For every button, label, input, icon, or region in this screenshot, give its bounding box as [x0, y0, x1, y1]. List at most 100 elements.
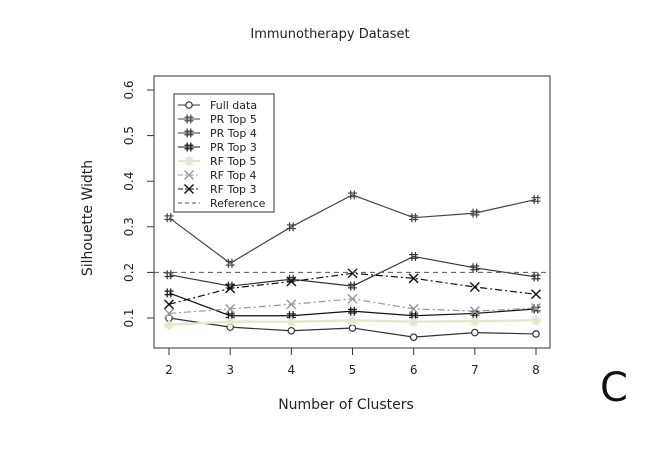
- legend-rf-top-4-label: RF Top 4: [210, 169, 257, 182]
- series-full-data-point: [287, 326, 296, 335]
- series-rf-top-5-marker-stroke: [164, 320, 174, 330]
- series-pr-top-5-point: [409, 213, 419, 223]
- x-tick-label: 6: [410, 363, 418, 377]
- series-pr-top-3-point: [348, 306, 357, 316]
- x-axis-label: Number of Clusters: [278, 397, 414, 413]
- series-rf-top-3-marker-stroke: [408, 273, 419, 284]
- series-rf-top-3-point: [347, 268, 358, 279]
- legend-pr-top-3-label: PR Top 3: [210, 141, 257, 154]
- legend-pr-top-3-point: [184, 142, 194, 152]
- series-pr-top-5-point: [348, 190, 357, 200]
- series-rf-top-5-marker-stroke: [225, 317, 235, 326]
- series-full-data-point: [348, 324, 357, 332]
- series-pr-top-5-point: [286, 222, 296, 232]
- legend-full-data-label: Full data: [210, 99, 257, 112]
- chart-title: Immunotherapy Dataset: [250, 27, 409, 42]
- legend-full-data: Full data: [178, 99, 257, 112]
- series-full-data-marker: [348, 324, 357, 332]
- x-tick-label: 2: [165, 363, 173, 377]
- y-tick-label: 0.4: [122, 172, 136, 191]
- y-axis-label: Silhouette Width: [80, 160, 96, 276]
- legend-pr-top-4: PR Top 4: [178, 127, 257, 140]
- series-rf-top-4-point: [347, 293, 358, 304]
- y-tick-label: 0.1: [122, 308, 136, 327]
- series-full-data-marker: [409, 333, 418, 341]
- panel-letter: C: [600, 365, 628, 411]
- legend-rf-top-5-marker-stroke: [184, 156, 194, 166]
- series-rf-top-3-point: [531, 289, 541, 300]
- legend-pr-top-5-point: [184, 114, 194, 124]
- legend-pr-top-4-label: PR Top 4: [210, 127, 257, 140]
- series-layer: [154, 190, 550, 341]
- series-rf-top-3-point: [286, 276, 297, 287]
- series-rf-top-4-point: [164, 308, 174, 319]
- series-full-data-point: [532, 330, 540, 338]
- series-full-data-marker: [287, 326, 296, 335]
- series-rf-top-5-point: [164, 319, 174, 330]
- series-rf-top-4-marker-stroke: [469, 306, 480, 317]
- series-full-data-point: [409, 333, 418, 341]
- legend-reference-label: Reference: [210, 197, 266, 210]
- y-tick-label: 0.5: [122, 126, 136, 145]
- series-rf-top-4-marker-stroke: [347, 293, 358, 304]
- series-pr-top-5-point: [164, 213, 174, 223]
- series-rf-top-3-point: [469, 281, 480, 292]
- y-tick-label: 0.2: [122, 263, 136, 282]
- legend-full-data-marker: [185, 101, 193, 109]
- series-rf-top-4-marker-stroke: [531, 302, 541, 313]
- series-rf-top-3-marker-stroke: [469, 281, 480, 292]
- legend-reference: Reference: [178, 197, 266, 210]
- legend-pr-top-5: PR Top 5: [178, 113, 257, 126]
- series-pr-top-4-point: [470, 263, 480, 273]
- legend-rf-top-4-marker-stroke: [184, 170, 194, 180]
- series-rf-top-5-point: [225, 316, 236, 327]
- legend-full-data-point: [185, 101, 193, 109]
- x-tick-label: 4: [288, 363, 296, 377]
- axes: 2 3 4 5 6 7 8 0.1 0.2 0.3 0.4 0.5 0.6: [122, 80, 540, 377]
- series-rf-top-3: [164, 268, 541, 310]
- series-rf-top-4-marker-stroke: [164, 308, 174, 319]
- legend-rf-top-3-point: [184, 184, 194, 194]
- legend-rf-top-3: RF Top 3: [178, 183, 257, 196]
- legend-rf-top-4: RF Top 4: [178, 169, 257, 182]
- legend-rf-top-4-point: [184, 170, 194, 180]
- legend-rf-top-5-point: [184, 156, 194, 166]
- series-rf-top-4-point: [531, 302, 541, 313]
- legend-pr-top-3: PR Top 3: [178, 141, 257, 154]
- series-rf-top-4-point: [408, 303, 419, 314]
- series-rf-top-4: [164, 293, 541, 319]
- series-rf-top-5-point: [286, 316, 297, 327]
- x-tick-label: 3: [226, 363, 234, 377]
- series-full-data-marker: [471, 328, 479, 337]
- series-pr-top-4: [164, 251, 541, 291]
- legend-rf-top-3-label: RF Top 3: [210, 183, 257, 196]
- series-rf-top-3-marker-stroke: [225, 283, 236, 294]
- series-rf-top-3-point: [164, 299, 174, 310]
- series-pr-top-4-point: [348, 281, 357, 291]
- series-rf-top-5-marker-stroke: [348, 316, 357, 325]
- series-rf-top-3-point: [225, 283, 236, 294]
- series-full-data: [165, 314, 540, 341]
- x-tick-label: 8: [532, 363, 540, 377]
- legend-rf-top-5-label: RF Top 5: [210, 155, 257, 168]
- series-pr-top-4-line: [168, 255, 537, 287]
- series-rf-top-4-marker-stroke: [225, 303, 236, 314]
- series-rf-top-4-point: [225, 303, 236, 314]
- series-rf-top-5-marker-stroke: [470, 316, 480, 326]
- series-rf-top-3-point: [408, 273, 419, 284]
- legend-rf-top-5: RF Top 5: [178, 155, 257, 168]
- legend-rf-top-3-marker-stroke: [184, 184, 194, 194]
- series-rf-top-5-marker-stroke: [531, 316, 541, 325]
- series-full-data-marker: [532, 330, 540, 338]
- series-rf-top-4-point: [286, 299, 297, 310]
- x-tick-label: 7: [471, 363, 479, 377]
- legend-box: [173, 93, 275, 213]
- legend-pr-top-4-point: [184, 128, 194, 138]
- series-pr-top-4-point: [409, 251, 419, 261]
- legend-pr-top-5-label: PR Top 5: [210, 113, 257, 126]
- y-tick-label: 0.6: [122, 80, 136, 99]
- series-rf-top-3-marker-stroke: [531, 289, 541, 300]
- series-rf-top-5-marker-stroke: [409, 317, 418, 326]
